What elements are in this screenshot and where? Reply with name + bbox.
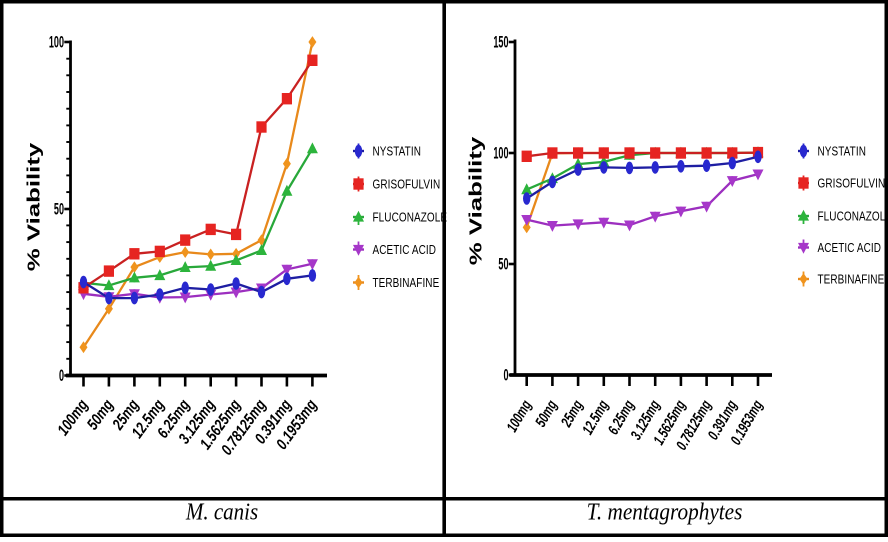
svg-text:ACETIC ACID: ACETIC ACID: [373, 244, 436, 257]
svg-text:M. canis: M. canis: [185, 498, 258, 525]
svg-text:NYSTATIN: NYSTATIN: [818, 145, 866, 158]
svg-text:T. mentagrophytes: T. mentagrophytes: [587, 498, 743, 524]
svg-text:150: 150: [493, 33, 508, 52]
svg-text:FLUCONAZOLE: FLUCONAZOLE: [818, 210, 888, 223]
svg-text:TERBINAFINE: TERBINAFINE: [373, 277, 440, 290]
svg-text:FLUCONAZOLE: FLUCONAZOLE: [373, 211, 448, 224]
svg-text:% Viability: % Viability: [24, 142, 44, 271]
svg-text:% Viability: % Viability: [466, 136, 486, 265]
svg-text:100: 100: [49, 33, 64, 52]
svg-text:50: 50: [54, 200, 64, 219]
svg-text:GRISOFULVIN: GRISOFULVIN: [373, 178, 441, 191]
svg-text:NYSTATIN: NYSTATIN: [373, 145, 421, 158]
svg-text:50: 50: [498, 255, 508, 274]
svg-text:GRISOFULVIN: GRISOFULVIN: [818, 177, 886, 190]
svg-text:100: 100: [493, 144, 508, 163]
svg-text:TERBINAFINE: TERBINAFINE: [818, 273, 885, 286]
svg-text:0: 0: [59, 366, 64, 385]
svg-text:ACETIC ACID: ACETIC ACID: [818, 242, 881, 255]
svg-text:0: 0: [503, 366, 508, 385]
